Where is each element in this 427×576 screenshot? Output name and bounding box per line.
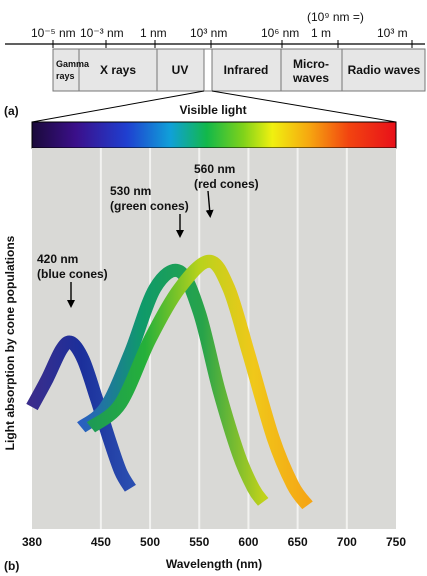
blue-cone-curve: [26, 335, 136, 492]
peak-arrow: [205, 190, 214, 218]
band-label-microwaves-2: waves: [292, 71, 329, 85]
scale-tick: 1 m: [311, 26, 331, 40]
band-visible: [203, 48, 213, 92]
band-microwaves: [280, 48, 343, 92]
y-axis-label: Light absorption by cone populations: [3, 235, 17, 450]
zoom-line-right: [211, 90, 397, 123]
panel-a-label: (a): [4, 104, 19, 118]
x-tick-label: 700: [337, 535, 357, 549]
scale-tick: 10⁶ nm: [261, 26, 299, 40]
cone-chart: 420 nm(blue cones) 530 nm(green cones) 560…: [3, 148, 406, 573]
band-label-infrared: Infrared: [224, 63, 269, 77]
x-tick-label: 750: [386, 535, 406, 549]
band-label-gamma-1: Gamma: [56, 59, 90, 69]
zoom-line-left: [31, 90, 205, 123]
x-tick-label: 650: [288, 535, 308, 549]
green-cone-curve: [77, 263, 269, 506]
peak-annotation-text: 530 nm: [110, 184, 151, 198]
spectrum-panel: (10⁹ nm =) 10⁻⁵ nm 10⁻³ nm 1 nm 10³ nm 1…: [4, 10, 426, 149]
band-label-uv: UV: [172, 63, 189, 77]
plot-area: [32, 148, 396, 529]
x-axis-label: Wavelength (nm): [166, 557, 262, 571]
visible-light-label: Visible light: [179, 103, 246, 117]
scale-tick: 10³ m: [377, 26, 408, 40]
scale-tick: 10³ nm: [190, 26, 227, 40]
annotations: 420 nm(blue cones) 530 nm(green cones) 560…: [37, 162, 259, 308]
peak-annotation-text: 560 nm: [194, 162, 235, 176]
x-tick-label: 550: [189, 535, 209, 549]
scale-tick: 1 nm: [140, 26, 167, 40]
x-tick-label: 450: [91, 535, 111, 549]
band-label-x-rays: X rays: [100, 63, 136, 77]
panel-b-label: (b): [4, 559, 19, 573]
scale-top-note: (10⁹ nm =): [307, 10, 364, 24]
scale-tick: 10⁻³ nm: [80, 26, 124, 40]
red-cone-curve: [86, 254, 313, 510]
scale-tick: 10⁻⁵ nm: [31, 26, 76, 40]
visible-spectrum-bar: [31, 121, 397, 149]
x-tick-label: 380: [22, 535, 42, 549]
band-label-gamma-2: rays: [56, 71, 75, 81]
band-label-microwaves-1: Micro-: [293, 57, 329, 71]
x-tick-label: 600: [238, 535, 258, 549]
peak-annotation-text: (blue cones): [37, 267, 108, 281]
peak-annotation-text: 420 nm: [37, 252, 78, 266]
x-tick-labels: 380 450 500 550 600 650 700 750: [22, 535, 406, 549]
x-tick-label: 500: [140, 535, 160, 549]
band-label-radio-waves: Radio waves: [348, 63, 421, 77]
peak-annotation-text: (red cones): [194, 177, 259, 191]
peak-annotation-text: (green cones): [110, 199, 189, 213]
absorption-curves: [26, 254, 313, 510]
